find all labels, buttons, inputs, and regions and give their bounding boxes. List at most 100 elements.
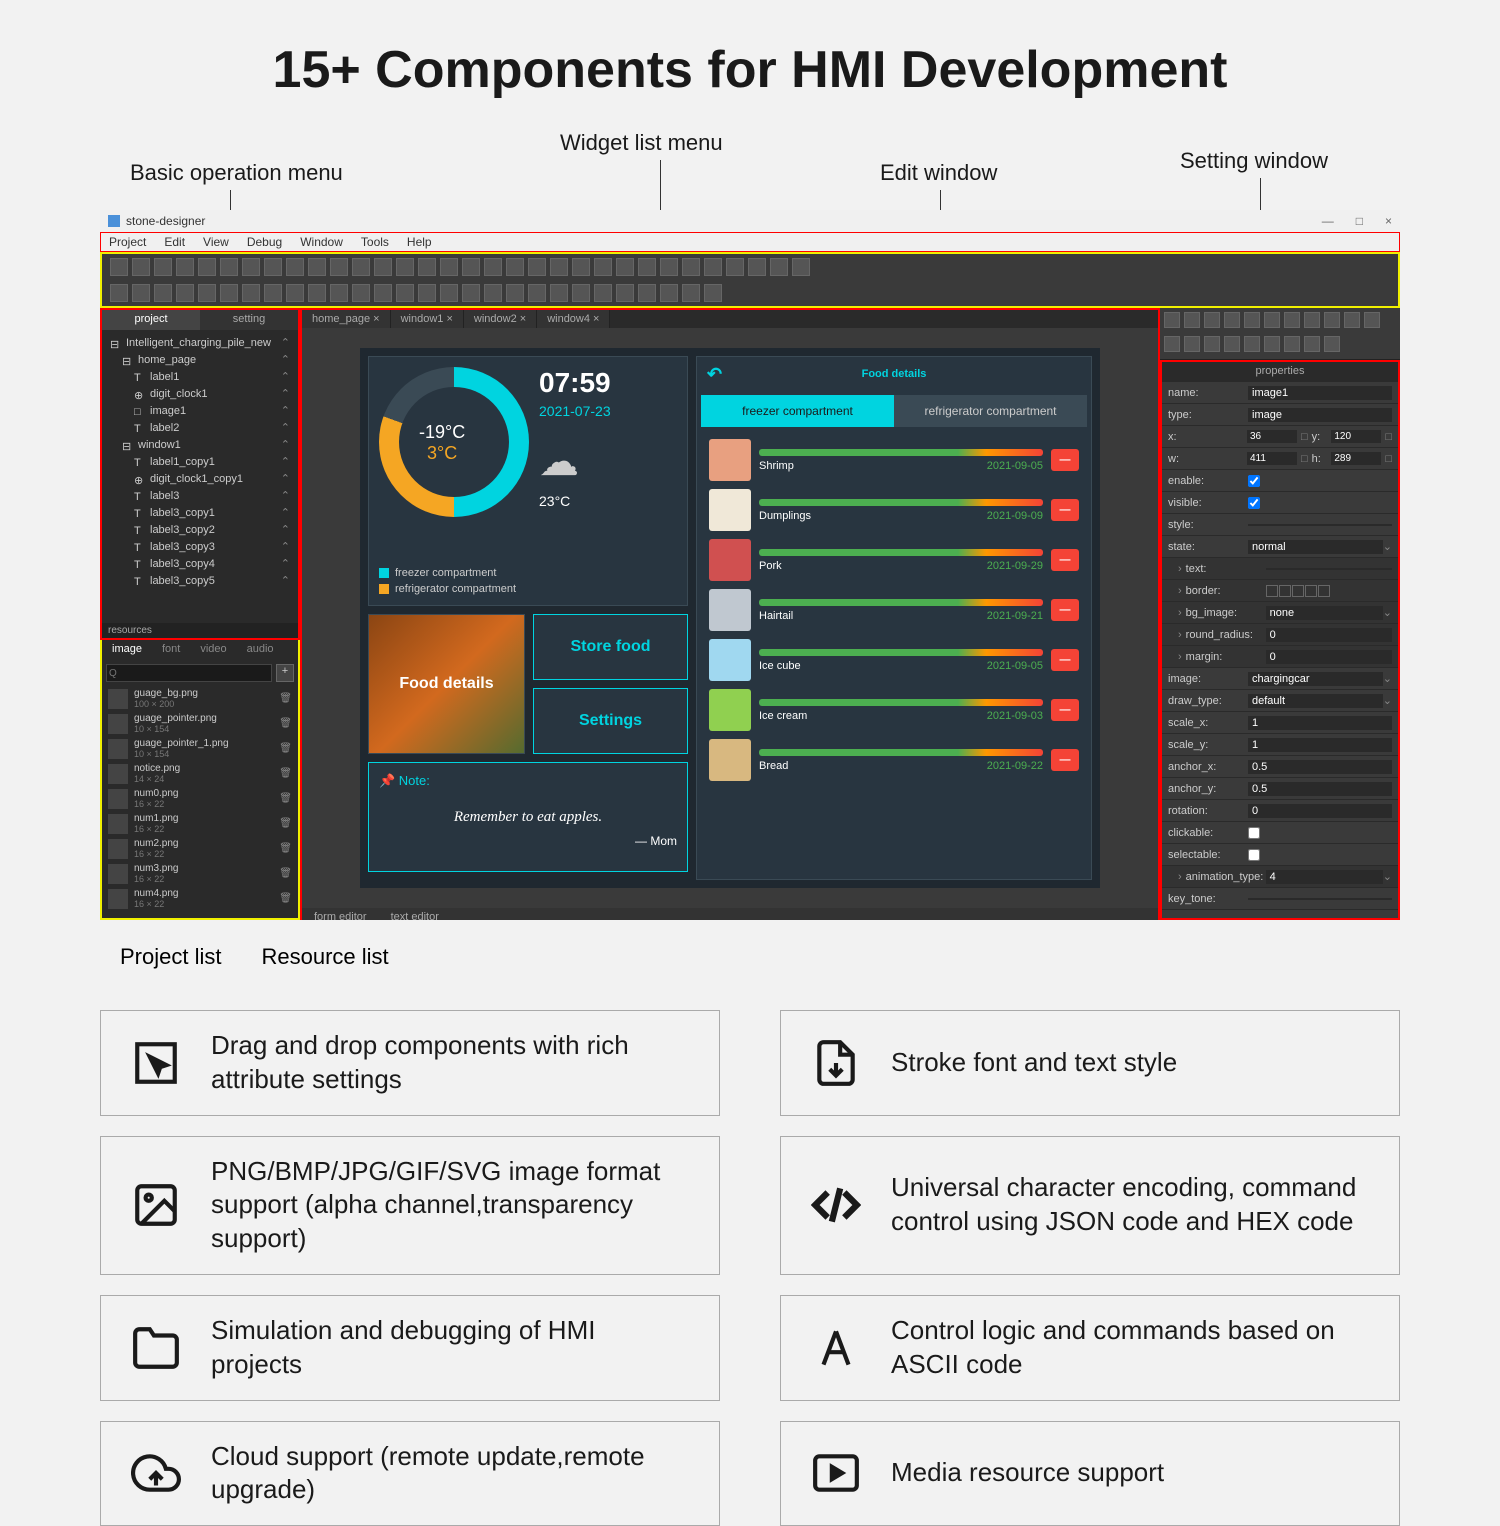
toolbar-icon[interactable] [704,258,722,276]
doc-tab[interactable]: window2 × [464,310,537,328]
tree-item[interactable]: Tlabel3_copy2⌃ [106,521,294,538]
toolbar-icon[interactable] [264,284,282,302]
toolbar-icon[interactable] [638,284,656,302]
prop-input[interactable] [1331,452,1381,465]
toolbar-icon[interactable] [418,258,436,276]
toolbar-icon[interactable] [286,284,304,302]
toolbar-icon[interactable] [440,284,458,302]
toolbar-icon[interactable] [1304,336,1320,352]
toolbar-icon[interactable] [308,284,326,302]
toolbar-icon[interactable] [462,284,480,302]
toolbar-icon[interactable] [1304,312,1320,328]
resource-item[interactable]: notice.png14 × 24🗑 [102,761,298,786]
tree-item[interactable]: Tlabel1⌃ [106,368,294,385]
toolbar-icon[interactable] [660,258,678,276]
tree-item[interactable]: Tlabel1_copy1⌃ [106,453,294,470]
tree-item[interactable]: Tlabel3_copy4⌃ [106,555,294,572]
tree-item[interactable]: ⊕digit_clock1_copy1⌃ [106,470,294,487]
toolbar-icon[interactable] [176,258,194,276]
toolbar-icon[interactable] [154,258,172,276]
toolbar-icon[interactable] [682,284,700,302]
tile-store-food[interactable]: Store food [533,614,688,680]
menu-tools[interactable]: Tools [361,235,389,249]
toolbar-icon[interactable] [550,258,568,276]
toolbar-icon[interactable] [220,258,238,276]
toolbar-icon[interactable] [528,284,546,302]
toolbar-icon[interactable] [1244,312,1260,328]
menu-help[interactable]: Help [407,235,432,249]
resource-item[interactable]: num2.png16 × 22🗑 [102,836,298,861]
prop-input[interactable] [1247,430,1297,443]
search-input[interactable] [106,664,272,682]
toolbar-icon[interactable] [1184,336,1200,352]
prop-checkbox[interactable] [1248,849,1260,861]
toolbar-icon[interactable] [374,258,392,276]
toolbar-icon[interactable] [682,258,700,276]
delete-icon[interactable]: 🗑 [279,868,292,879]
delete-icon[interactable]: 🗑 [279,768,292,779]
resource-tab-font[interactable]: font [152,640,190,660]
delete-icon[interactable]: 🗑 [279,893,292,904]
delete-icon[interactable]: 🗑 [279,843,292,854]
toolbar-icon[interactable] [528,258,546,276]
resource-item[interactable]: guage_pointer.png10 × 154🗑 [102,711,298,736]
toolbar-icon[interactable] [1164,312,1180,328]
menu-debug[interactable]: Debug [247,235,282,249]
resource-item[interactable]: guage_pointer_1.png10 × 154🗑 [102,736,298,761]
tab-setting[interactable]: setting [200,310,298,330]
delete-icon[interactable]: 🗑 [279,693,292,704]
delete-icon[interactable]: 🗑 [279,818,292,829]
delete-button[interactable]: — [1051,749,1079,771]
tree-item[interactable]: ⊟Intelligent_charging_pile_new⌃ [106,334,294,351]
toolbar-icon[interactable] [242,258,260,276]
toolbar-icon[interactable] [1264,336,1280,352]
menu-edit[interactable]: Edit [164,235,185,249]
prop-checkbox[interactable] [1248,497,1260,509]
toolbar-icon[interactable] [792,258,810,276]
delete-button[interactable]: — [1051,649,1079,671]
add-resource-button[interactable]: + [276,664,294,682]
menu-view[interactable]: View [203,235,229,249]
toolbar-icon[interactable] [550,284,568,302]
resource-tab-image[interactable]: image [102,640,152,660]
toolbar-icon[interactable] [1204,336,1220,352]
toolbar-icon[interactable] [286,258,304,276]
toolbar-icon[interactable] [1244,336,1260,352]
toolbar-icon[interactable] [132,284,150,302]
toolbar-icon[interactable] [506,284,524,302]
delete-button[interactable]: — [1051,699,1079,721]
toolbar-icon[interactable] [770,258,788,276]
toolbar-icon[interactable] [264,258,282,276]
tree-item[interactable]: Tlabel2⌃ [106,419,294,436]
resource-item[interactable]: num0.png16 × 22🗑 [102,786,298,811]
toolbar-icon[interactable] [594,284,612,302]
toolbar-icon[interactable] [220,284,238,302]
toolbar-icon[interactable] [638,258,656,276]
toolbar-icon[interactable] [462,258,480,276]
toolbar-icon[interactable] [440,258,458,276]
resource-tab-video[interactable]: video [190,640,236,660]
toolbar-icon[interactable] [132,258,150,276]
resource-item[interactable]: num3.png16 × 22🗑 [102,861,298,886]
toolbar-icon[interactable] [1184,312,1200,328]
toolbar-icon[interactable] [110,284,128,302]
maximize-icon[interactable]: □ [1356,214,1363,228]
prop-input[interactable] [1247,452,1297,465]
toolbar-icon[interactable] [660,284,678,302]
minimize-icon[interactable]: — [1322,214,1334,228]
delete-button[interactable]: — [1051,599,1079,621]
toolbar-icon[interactable] [1344,312,1360,328]
toolbar-icon[interactable] [572,258,590,276]
resource-item[interactable]: guage_bg.png100 × 200🗑 [102,686,298,711]
tree-item[interactable]: Tlabel3_copy5⌃ [106,572,294,589]
tab-project[interactable]: project [102,310,200,330]
menu-window[interactable]: Window [300,235,343,249]
tab-form-editor[interactable]: form editor [302,908,379,920]
toolbar-icon[interactable] [1224,312,1240,328]
toolbar-icon[interactable] [198,284,216,302]
tile-settings[interactable]: Settings [533,688,688,754]
toolbar-icon[interactable] [1164,336,1180,352]
back-icon[interactable]: ↶ [707,364,722,385]
toolbar-icon[interactable] [1324,336,1340,352]
doc-tab[interactable]: home_page × [302,310,391,328]
